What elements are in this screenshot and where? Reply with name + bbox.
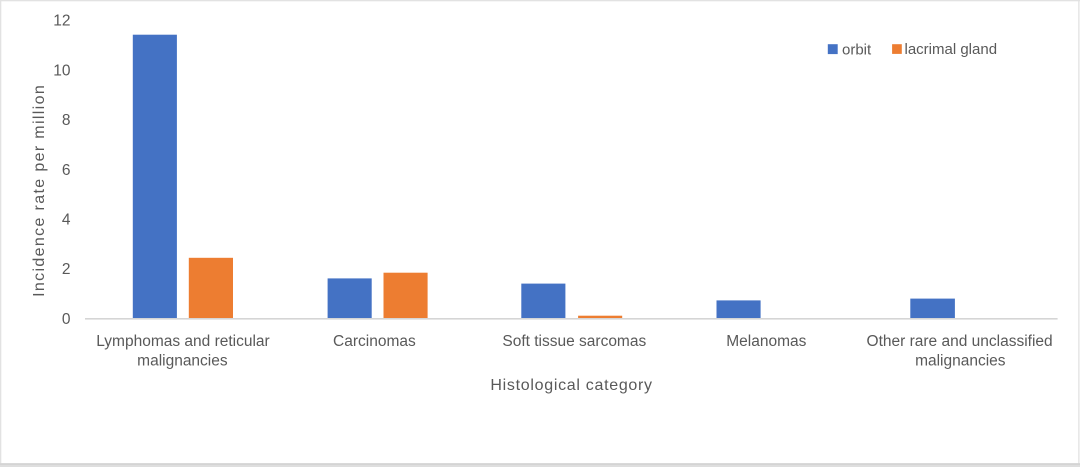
svg-text:Other rare and unclassified: Other rare and unclassified [867,333,1053,350]
svg-text:Incidence rate per million: Incidence rate per million [31,84,48,297]
svg-text:12: 12 [53,13,70,30]
svg-text:10: 10 [53,62,71,79]
svg-text:malignancies: malignancies [137,352,228,369]
svg-text:8: 8 [62,112,71,129]
svg-text:Soft tissue sarcomas: Soft tissue sarcomas [502,333,646,350]
svg-text:Melanomas: Melanomas [726,333,806,350]
svg-text:Histological category: Histological category [490,377,652,394]
svg-text:lacrimal gland: lacrimal gland [905,41,998,58]
svg-text:malignancies: malignancies [915,352,1006,369]
svg-text:0: 0 [62,311,71,328]
svg-text:orbit: orbit [842,42,872,59]
svg-text:4: 4 [62,212,71,229]
svg-text:2: 2 [62,261,71,278]
svg-text:Lymphomas and reticular: Lymphomas and reticular [96,333,269,350]
svg-text:6: 6 [62,162,71,179]
svg-text:Carcinomas: Carcinomas [333,333,416,350]
